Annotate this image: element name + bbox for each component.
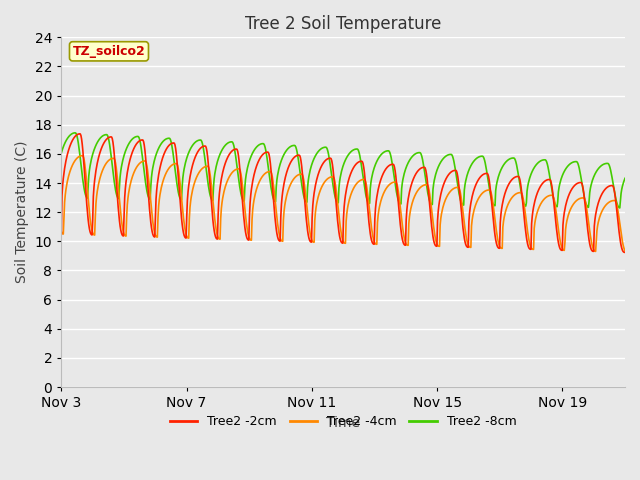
Title: Tree 2 Soil Temperature: Tree 2 Soil Temperature [245, 15, 442, 33]
Tree2 -4cm [293, 173, 301, 179]
Line: Tree2 -2cm: Tree2 -2cm [61, 134, 625, 252]
Tree2 -4cm [263, 169, 271, 175]
Tree2 -8cm [71, 130, 79, 136]
Y-axis label: Soil Temperature (C): Soil Temperature (C) [15, 141, 29, 283]
Tree2 -4cm [191, 180, 198, 185]
Line: Tree2 -4cm: Tree2 -4cm [61, 156, 625, 252]
Tree2 -8cm [263, 156, 271, 161]
Tree2 -8cm [293, 149, 301, 155]
Tree2 -8cm [513, 165, 521, 171]
X-axis label: Time: Time [326, 416, 360, 430]
Tree2 -8cm [191, 140, 198, 146]
Tree2 -8cm [621, 176, 629, 181]
Tree2 -8cm [616, 205, 623, 211]
Tree2 -2cm [78, 141, 86, 147]
Tree2 -2cm [58, 231, 65, 237]
Tree2 -4cm [378, 196, 385, 202]
Tree2 -4cm [58, 229, 65, 235]
Tree2 -8cm [78, 172, 86, 178]
Tree2 -2cm [191, 156, 198, 162]
Tree2 -2cm [513, 174, 521, 180]
Tree2 -4cm [77, 153, 85, 158]
Tree2 -4cm [592, 249, 600, 254]
Tree2 -2cm [263, 149, 271, 155]
Tree2 -2cm [76, 131, 83, 137]
Legend: Tree2 -2cm, Tree2 -4cm, Tree2 -8cm: Tree2 -2cm, Tree2 -4cm, Tree2 -8cm [165, 410, 522, 433]
Tree2 -2cm [378, 175, 385, 181]
Tree2 -8cm [58, 150, 65, 156]
Tree2 -2cm [293, 153, 301, 158]
Text: TZ_soilco2: TZ_soilco2 [72, 45, 145, 58]
Tree2 -4cm [513, 191, 521, 196]
Tree2 -4cm [78, 153, 86, 158]
Line: Tree2 -8cm: Tree2 -8cm [61, 133, 625, 208]
Tree2 -8cm [378, 152, 385, 157]
Tree2 -2cm [621, 250, 629, 255]
Tree2 -4cm [621, 248, 629, 254]
